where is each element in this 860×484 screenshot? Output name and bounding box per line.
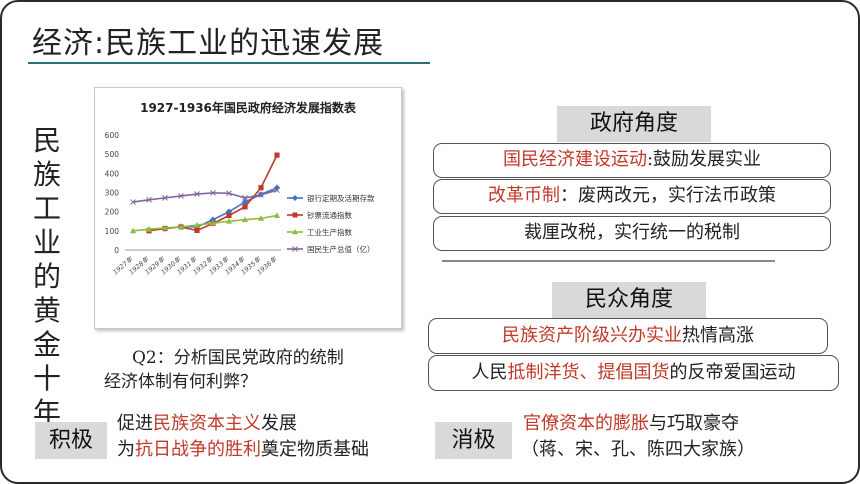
data-point (194, 227, 200, 234)
chart-title: 1927-1936年国民政府经济发展指数表 (140, 100, 357, 115)
vertical-title: 民族工业的黄金十年 (32, 124, 61, 429)
data-point (242, 195, 248, 201)
legend-label: 钞票流通指数 (307, 210, 352, 220)
legend-label: 国民生产总值（亿） (307, 244, 375, 254)
gov-item-3-text: 裁厘改税，实行统一的税制 (524, 222, 740, 243)
gov-item-2-text: ：废两改元，实行法币政策 (560, 185, 776, 206)
data-point (178, 193, 184, 199)
gov-item-3: 裁厘改税，实行统一的税制 (433, 216, 831, 251)
y-tick-label: 500 (105, 150, 120, 159)
legend-label: 银行定期及活期存款 (307, 193, 375, 203)
data-point (258, 185, 264, 191)
data-point (274, 152, 280, 158)
negative-line-1: 官僚资本的膨胀与巧取豪夺 (523, 412, 739, 436)
y-tick-label: 300 (105, 189, 120, 198)
title-underline (28, 62, 430, 64)
negative-line-1-highlight: 官僚资本的膨胀 (523, 413, 649, 434)
positive-line-2-post: 奠定物质基础 (261, 439, 369, 460)
gov-item-2: 改革币制：废两改元，实行法币政策 (433, 179, 831, 214)
data-point (242, 204, 248, 210)
legend-marker (292, 195, 298, 201)
legend-marker (292, 246, 298, 252)
people-header: 民众角度 (552, 282, 706, 318)
positive-line-2: 为抗日战争的胜利奠定物质基础 (117, 438, 369, 462)
y-tick-label: 400 (105, 169, 120, 178)
people-item-2-pre: 人民 (471, 362, 508, 383)
positive-line-1-pre: 促进 (117, 413, 153, 434)
question-line-2: 经济体制有何利弊？ (104, 372, 257, 392)
people-item-2-highlight: 抵制洋货、提倡国货 (507, 362, 670, 383)
people-item-1-text: 热情高涨 (682, 325, 754, 346)
positive-line-2-pre: 为 (117, 439, 135, 460)
positive-tag: 积极 (35, 422, 107, 459)
government-header: 政府角度 (557, 106, 711, 142)
data-point (226, 190, 232, 197)
data-point (242, 216, 248, 223)
question-q2: Q2：分析国民党政府的统制 经济体制有何利弊？ (104, 346, 344, 394)
series-line (132, 189, 278, 203)
slide-title: 经济:民族工业的迅速发展 (32, 26, 385, 61)
data-point (274, 187, 280, 194)
positive-line-1-highlight: 民族资本主义 (153, 413, 261, 434)
negative-line-1-post: 与巧取豪夺 (649, 413, 739, 434)
negative-tag: 消极 (435, 422, 512, 459)
data-point (241, 198, 249, 206)
positive-line-1: 促进民族资本主义发展 (117, 412, 297, 436)
y-tick-label: 200 (105, 208, 120, 217)
legend-marker (292, 229, 298, 235)
data-point (225, 208, 233, 215)
data-point (210, 190, 216, 196)
data-point (226, 218, 232, 224)
data-point (162, 195, 168, 201)
y-tick-label: 600 (105, 131, 120, 140)
data-point (258, 215, 264, 221)
data-point (162, 224, 168, 231)
people-item-1-highlight: 民族资产阶级兴办实业 (502, 325, 682, 346)
negative-line-2: （蒋、宋、孔、陈四大家族） (521, 439, 755, 460)
people-item-2: 人民抵制洋货、提倡国货的反帝爱国运动 (428, 355, 839, 391)
data-point (146, 196, 152, 203)
data-point (258, 191, 264, 198)
gov-item-2-highlight: 改革币制 (488, 185, 560, 206)
data-point (178, 223, 184, 230)
gov-item-1: 国民经济建设运动:鼓励发展实业 (433, 143, 831, 178)
y-tick-label: 100 (105, 227, 120, 236)
legend-marker (292, 212, 298, 218)
people-item-2-text: 的反帝爱国运动 (669, 362, 796, 383)
question-line-1: Q2：分析国民党政府的统制 (132, 348, 344, 368)
data-point (194, 191, 200, 197)
economic-index-chart: 1927-1936年国民政府经济发展指数表 0 100 200 300 400 500 600… (105, 100, 375, 276)
data-point (130, 199, 136, 205)
people-item-1: 民族资产阶级兴办实业热情高涨 (428, 318, 828, 354)
y-tick-label: 0 (114, 246, 119, 255)
gov-item-1-text: :鼓励发展实业 (646, 149, 762, 170)
chart-container: 1927-1936年国民政府经济发展指数表 0 100 200 300 400 500 600… (94, 87, 402, 329)
data-point (146, 226, 152, 232)
positive-line-1-post: 发展 (261, 413, 297, 434)
data-point (194, 221, 200, 228)
section-divider (442, 260, 775, 262)
data-point (130, 227, 136, 234)
series-line (132, 214, 278, 232)
positive-line-2-highlight: 抗日战争的胜利 (135, 439, 261, 460)
data-point (210, 219, 216, 226)
data-point (226, 212, 232, 219)
gov-item-1-highlight: 国民经济建设运动 (502, 149, 647, 170)
legend-label: 工业生产指数 (307, 227, 352, 237)
data-point (273, 184, 281, 191)
data-point (274, 212, 280, 218)
